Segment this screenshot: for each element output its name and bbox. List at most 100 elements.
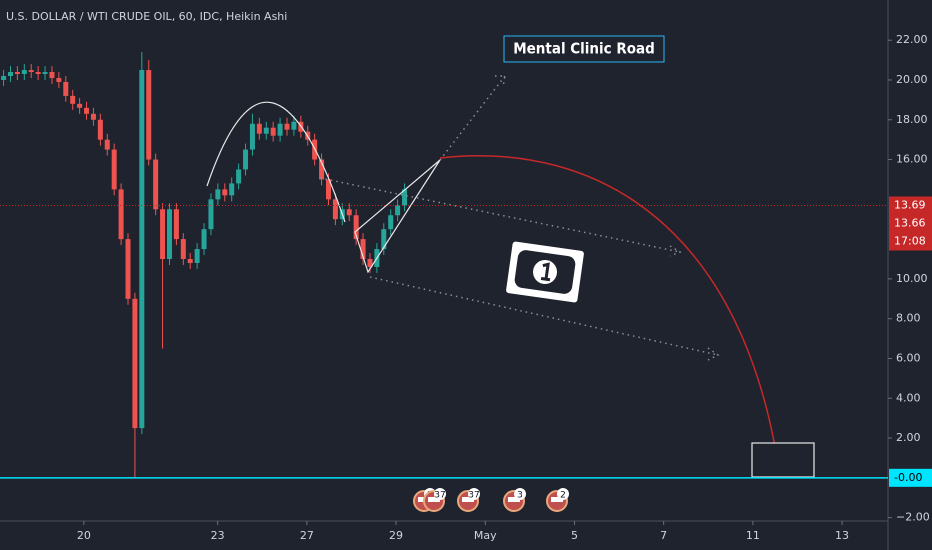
dotted-arrows bbox=[319, 75, 720, 361]
x-tick-label: 5 bbox=[571, 529, 578, 542]
candle-body bbox=[7, 72, 13, 76]
y-tick-label: −2.00 bbox=[896, 511, 930, 524]
x-tick-label: 27 bbox=[300, 529, 314, 542]
candle-body bbox=[346, 209, 352, 216]
candle-body bbox=[395, 205, 401, 216]
event-flag bbox=[462, 497, 474, 502]
candle-body bbox=[194, 249, 200, 263]
candle-body bbox=[222, 189, 228, 196]
candle-body bbox=[201, 229, 207, 250]
wedge-drawing bbox=[354, 159, 441, 274]
candle-body bbox=[215, 189, 221, 200]
arrow bbox=[439, 75, 506, 161]
candle-body bbox=[319, 159, 325, 180]
x-tick-label: 23 bbox=[211, 529, 225, 542]
x-tick-label: May bbox=[474, 529, 497, 542]
candles bbox=[1, 52, 408, 478]
candle-body bbox=[208, 199, 214, 230]
y-tick-label: 2.00 bbox=[896, 431, 921, 444]
candle-body bbox=[173, 209, 179, 240]
candle-body bbox=[139, 70, 145, 429]
candle-body bbox=[14, 72, 20, 75]
candle-body bbox=[229, 183, 235, 196]
candle-body bbox=[35, 72, 41, 75]
annotation: Mental Clinic Road bbox=[513, 40, 655, 58]
x-tick-label: 13 bbox=[835, 529, 849, 542]
candle-body bbox=[256, 123, 262, 134]
bill-coin bbox=[533, 260, 557, 284]
price-label: 13.69 bbox=[894, 198, 926, 211]
bill-digit bbox=[540, 262, 551, 282]
event-count: 37 bbox=[434, 491, 445, 501]
countdown-box bbox=[889, 232, 932, 251]
event-flag bbox=[508, 497, 520, 502]
candle-body bbox=[49, 72, 55, 78]
candle-body bbox=[111, 149, 117, 190]
y-tick-label: 4.00 bbox=[896, 391, 921, 404]
money-icon bbox=[506, 241, 584, 303]
curve-drawing bbox=[439, 155, 781, 478]
price-label-box bbox=[889, 196, 932, 215]
candle-body bbox=[28, 70, 34, 73]
candle-body bbox=[284, 123, 290, 130]
candle-body bbox=[270, 127, 276, 136]
event-count: 37 bbox=[468, 491, 479, 501]
price-label-box bbox=[889, 214, 932, 233]
candle-body bbox=[97, 119, 103, 140]
event-count-bg bbox=[434, 488, 446, 500]
candle-body bbox=[70, 95, 76, 104]
candle-body bbox=[125, 239, 131, 299]
candle-body bbox=[21, 70, 27, 75]
y-tick-label: 18.00 bbox=[896, 113, 928, 126]
chart-title: U.S. DOLLAR / WTI CRUDE OIL, 60, IDC, He… bbox=[6, 10, 287, 23]
y-tick-label: 6.00 bbox=[896, 351, 921, 364]
candle-body bbox=[325, 179, 331, 200]
candle-body bbox=[160, 209, 166, 260]
x-tick-label: 29 bbox=[389, 529, 403, 542]
candle-body bbox=[84, 107, 90, 114]
candle-body bbox=[353, 215, 359, 240]
countdown: 17:08 bbox=[894, 234, 926, 247]
event-flag bbox=[428, 497, 440, 502]
event-flag bbox=[551, 497, 563, 502]
event-count-bg bbox=[514, 488, 526, 500]
y-tick-label: 20.00 bbox=[896, 73, 928, 86]
candle-body bbox=[104, 139, 110, 150]
annotation-box bbox=[503, 35, 665, 63]
candle-body bbox=[153, 159, 159, 210]
event-count-bg bbox=[468, 488, 480, 500]
candle-body bbox=[56, 77, 62, 82]
candle-body bbox=[118, 189, 124, 240]
price-label: -0.00 bbox=[894, 471, 922, 484]
candle-body bbox=[180, 239, 186, 260]
price-label: 13.66 bbox=[894, 216, 926, 229]
event-count: 2 bbox=[560, 491, 566, 501]
candle-body bbox=[388, 215, 394, 230]
event-count: 3 bbox=[517, 491, 523, 501]
candle-body bbox=[381, 229, 387, 250]
x-tick-label: 7 bbox=[660, 529, 667, 542]
y-tick-label: 16.00 bbox=[896, 153, 928, 166]
candle-body bbox=[187, 259, 193, 263]
candle-body bbox=[332, 199, 338, 220]
candle-body bbox=[277, 123, 283, 136]
candle-body bbox=[360, 239, 366, 260]
event-count-bg bbox=[557, 488, 569, 500]
candle-body bbox=[132, 298, 138, 429]
price-label-box bbox=[889, 468, 932, 487]
candle-body bbox=[367, 259, 373, 267]
candle-body bbox=[402, 189, 408, 206]
arrow bbox=[369, 276, 720, 361]
candle-body bbox=[90, 113, 96, 120]
candle-body bbox=[236, 169, 242, 184]
arrow bbox=[319, 177, 682, 257]
y-tick-label: 8.00 bbox=[896, 312, 921, 325]
candle-body bbox=[77, 103, 83, 108]
candle-body bbox=[42, 72, 48, 75]
drawings: Mental Clinic Road bbox=[206, 35, 815, 478]
candle-body bbox=[249, 123, 255, 150]
y-tick-label: 10.00 bbox=[896, 272, 928, 285]
box-drawing bbox=[751, 442, 815, 478]
